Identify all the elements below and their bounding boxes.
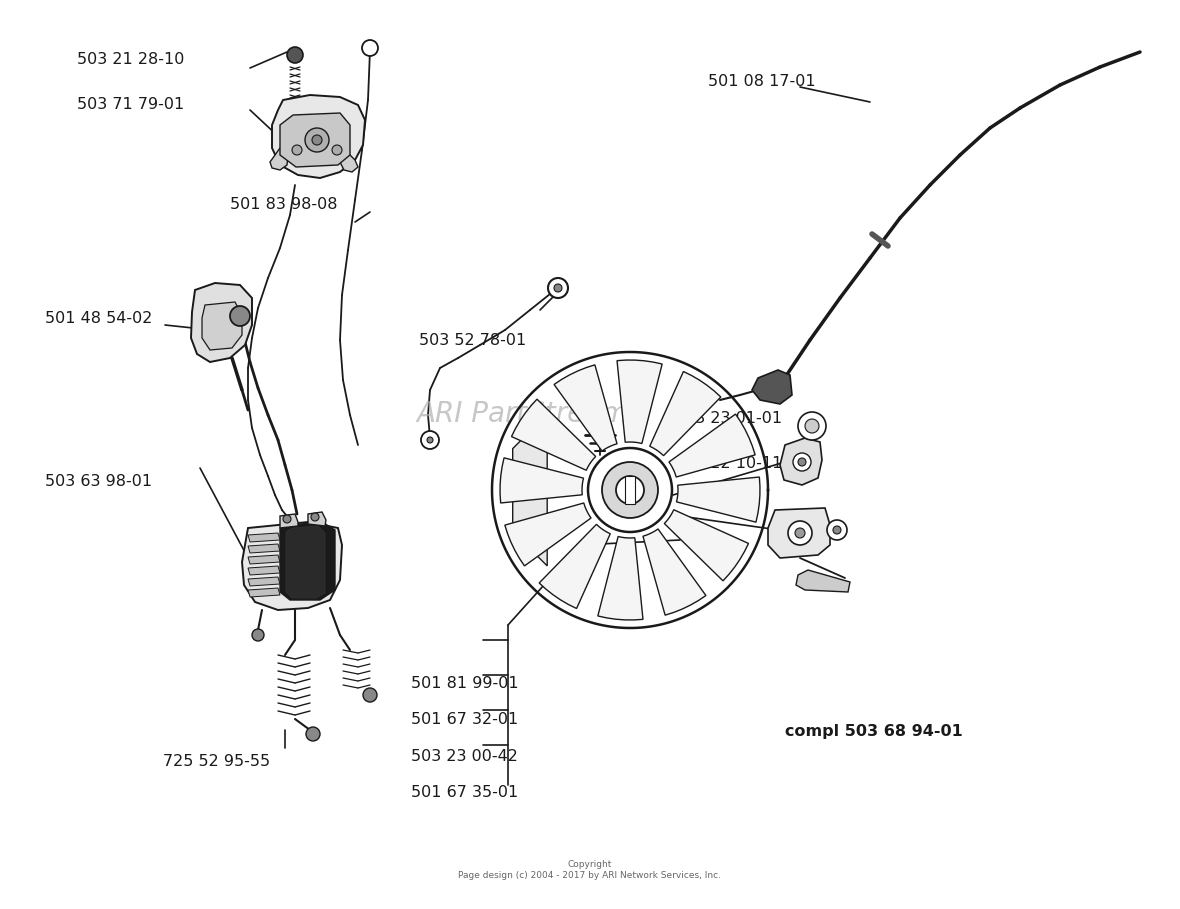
Polygon shape bbox=[780, 438, 822, 485]
Circle shape bbox=[362, 40, 378, 56]
Polygon shape bbox=[539, 524, 610, 608]
Text: ARI PartStream™: ARI PartStream™ bbox=[417, 400, 657, 427]
Circle shape bbox=[553, 284, 562, 292]
Polygon shape bbox=[664, 510, 748, 581]
Circle shape bbox=[805, 419, 819, 433]
Polygon shape bbox=[308, 512, 326, 526]
Polygon shape bbox=[650, 372, 721, 455]
Circle shape bbox=[795, 528, 805, 538]
Text: compl 503 68 94-01: compl 503 68 94-01 bbox=[785, 724, 963, 739]
Polygon shape bbox=[512, 415, 548, 566]
Polygon shape bbox=[676, 477, 760, 522]
Polygon shape bbox=[273, 95, 365, 178]
Polygon shape bbox=[752, 370, 792, 404]
Text: 503 23 01-01: 503 23 01-01 bbox=[675, 411, 782, 425]
Circle shape bbox=[306, 727, 320, 741]
Polygon shape bbox=[796, 570, 850, 592]
Circle shape bbox=[788, 521, 812, 545]
Circle shape bbox=[798, 412, 826, 440]
Polygon shape bbox=[248, 566, 280, 575]
Circle shape bbox=[602, 462, 658, 518]
Circle shape bbox=[363, 688, 376, 702]
Polygon shape bbox=[280, 514, 299, 528]
Circle shape bbox=[304, 128, 329, 152]
Circle shape bbox=[793, 453, 811, 471]
Polygon shape bbox=[248, 588, 280, 597]
Polygon shape bbox=[242, 522, 342, 610]
Polygon shape bbox=[270, 148, 288, 170]
Circle shape bbox=[833, 526, 841, 534]
Circle shape bbox=[421, 431, 439, 449]
Text: 501 67 35-01: 501 67 35-01 bbox=[411, 785, 518, 800]
Polygon shape bbox=[248, 533, 280, 542]
Circle shape bbox=[287, 47, 303, 63]
Circle shape bbox=[253, 629, 264, 641]
Polygon shape bbox=[248, 555, 280, 564]
Circle shape bbox=[548, 278, 568, 298]
Polygon shape bbox=[248, 577, 280, 586]
Polygon shape bbox=[505, 503, 591, 566]
Polygon shape bbox=[500, 458, 583, 503]
Circle shape bbox=[616, 476, 644, 504]
Text: 501 81 99-01: 501 81 99-01 bbox=[411, 676, 518, 691]
Circle shape bbox=[230, 306, 250, 326]
Polygon shape bbox=[511, 399, 596, 470]
Circle shape bbox=[588, 448, 671, 532]
Circle shape bbox=[798, 458, 806, 466]
Text: 501 67 32-01: 501 67 32-01 bbox=[411, 713, 518, 727]
Polygon shape bbox=[202, 302, 242, 350]
Text: 503 63 98-01: 503 63 98-01 bbox=[45, 474, 152, 489]
Polygon shape bbox=[555, 365, 617, 451]
Polygon shape bbox=[339, 148, 358, 172]
Circle shape bbox=[332, 145, 342, 155]
Text: 501 83 98-08: 501 83 98-08 bbox=[230, 197, 337, 212]
Polygon shape bbox=[191, 283, 253, 362]
Polygon shape bbox=[598, 536, 643, 620]
Polygon shape bbox=[280, 522, 335, 600]
Text: 725 52 95-55: 725 52 95-55 bbox=[163, 754, 270, 769]
Polygon shape bbox=[625, 476, 635, 504]
Text: Copyright
Page design (c) 2004 - 2017 by ARI Network Services, Inc.: Copyright Page design (c) 2004 - 2017 by… bbox=[459, 860, 721, 880]
Polygon shape bbox=[617, 360, 662, 444]
Circle shape bbox=[312, 513, 319, 521]
Text: 501 08 17-01: 501 08 17-01 bbox=[708, 75, 815, 89]
Text: 501 48 54-02: 501 48 54-02 bbox=[45, 311, 152, 325]
Text: 503 22 10-11: 503 22 10-11 bbox=[675, 456, 782, 471]
Circle shape bbox=[312, 135, 322, 145]
Text: 503 23 00-42: 503 23 00-42 bbox=[411, 749, 518, 764]
Circle shape bbox=[291, 145, 302, 155]
Text: 503 21 28-10: 503 21 28-10 bbox=[77, 52, 184, 66]
Polygon shape bbox=[248, 544, 280, 553]
Polygon shape bbox=[280, 113, 350, 167]
Polygon shape bbox=[669, 415, 755, 477]
Polygon shape bbox=[768, 508, 830, 558]
Polygon shape bbox=[643, 529, 706, 615]
Circle shape bbox=[283, 515, 291, 523]
Text: 503 71 79-01: 503 71 79-01 bbox=[77, 97, 184, 112]
Polygon shape bbox=[286, 526, 325, 598]
Circle shape bbox=[427, 437, 433, 443]
Circle shape bbox=[827, 520, 847, 540]
Text: 503 52 78-01: 503 52 78-01 bbox=[419, 334, 526, 348]
